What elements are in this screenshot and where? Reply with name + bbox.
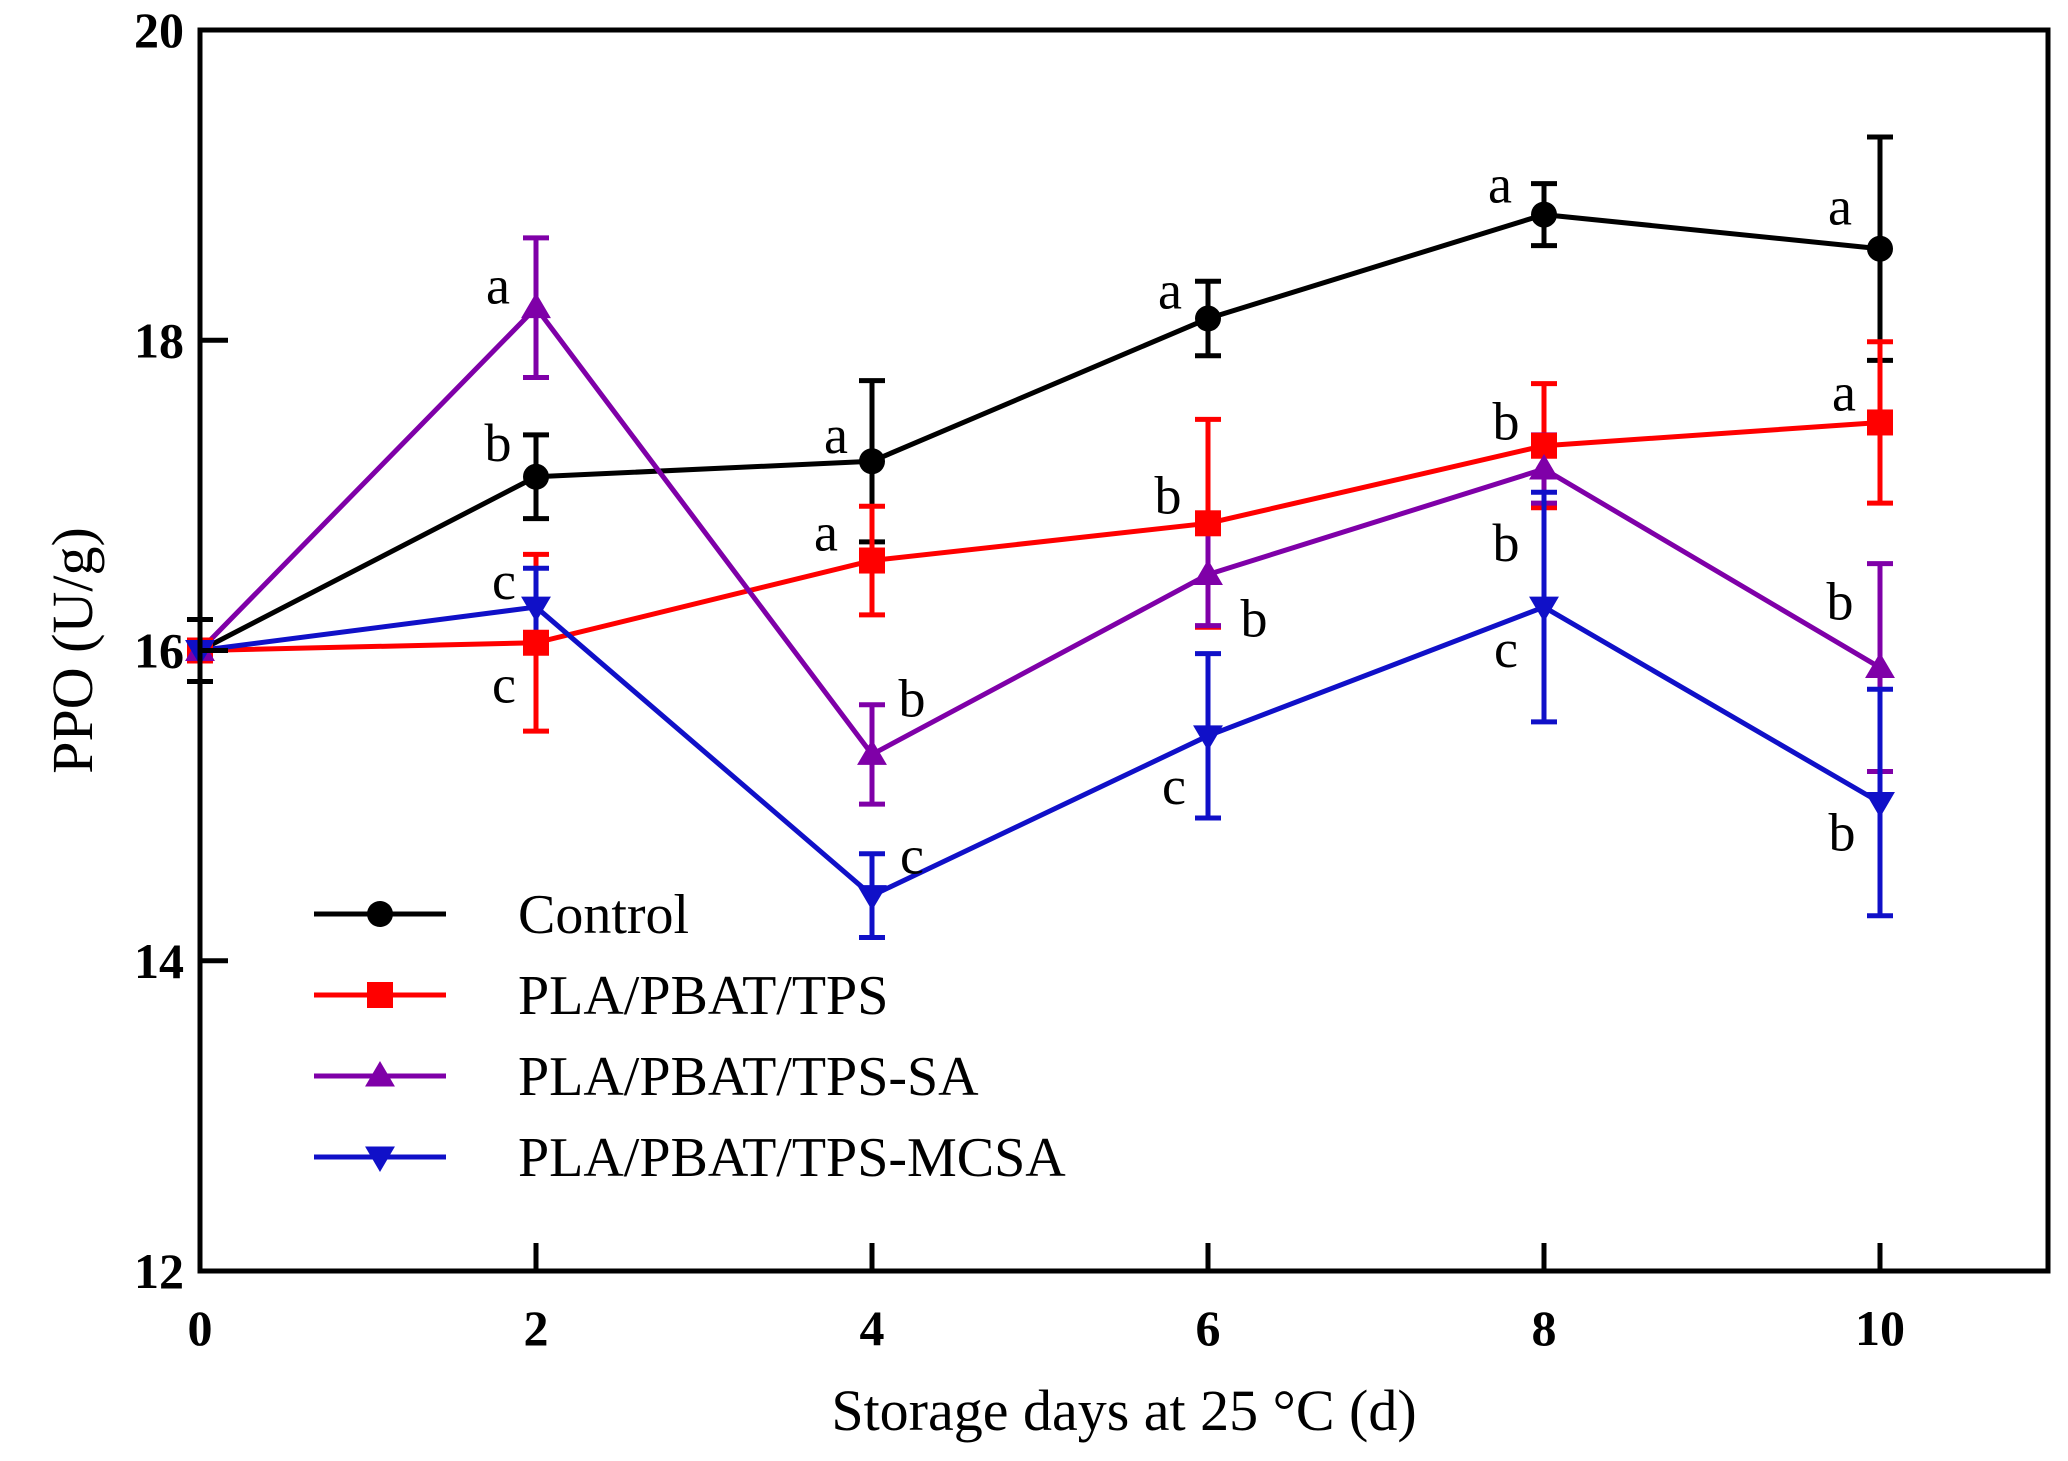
significance-label: b [1493,392,1520,452]
series-line-0 [198,212,1881,653]
data-point [1193,725,1223,751]
y-axis-title: PPO (U/g) [40,527,105,774]
data-point [1529,454,1559,480]
series-lines [198,212,1882,899]
significance-label: b [1829,803,1856,863]
legend-marker [365,1061,395,1087]
significance-label: c [1494,619,1518,679]
significance-label: b [1241,588,1268,648]
data-point [523,463,549,490]
significance-label: a [824,405,848,465]
significance-label: a [1158,261,1182,321]
data-point [1531,201,1557,228]
legend-marker [367,901,393,927]
legend-label: PLA/PBAT/TPS-SA [518,1046,979,1108]
legend-item: Control [314,884,689,946]
data-point [1193,559,1223,585]
series-line-1 [199,419,1881,653]
significance-label: a [1488,155,1512,215]
legend-label: PLA/PBAT/TPS-MCSA [518,1127,1066,1189]
significance-label: b [899,668,926,728]
data-point [857,739,887,765]
data-point [521,292,551,319]
data-point [1867,409,1893,436]
significance-label: c [900,826,924,886]
significance-label: b [485,413,512,473]
significance-label: b [1827,572,1854,632]
axes: 0 2 4 6 8 10 12 14 16 18 20 [134,2,1905,1356]
legend-item: PLA/PBAT/TPS-SA [314,1046,979,1108]
x-tick-label: 4 [860,1300,885,1356]
x-tick-label: 8 [1532,1300,1557,1356]
legend-marker [365,1146,395,1172]
y-tick-label: 12 [134,1243,184,1299]
data-point [1195,305,1221,332]
y-tick-label: 16 [134,623,184,679]
data-point [857,885,887,911]
x-tick-label: 10 [1855,1300,1905,1356]
series-line-3 [199,604,1882,899]
plot-area-frame [197,27,2051,1274]
legend-label: PLA/PBAT/TPS [518,965,888,1027]
data-point [523,629,549,656]
legend-item: PLA/PBAT/TPS-MCSA [314,1127,1066,1189]
legend-marker [367,982,393,1008]
data-point [859,448,885,475]
legend: Control PLA/PBAT/TPS PLA/PBAT/TPS-SA PLA/PB… [314,884,1066,1189]
significance-label: a [486,256,510,316]
series-line-2 [198,305,1882,757]
data-point [859,547,885,574]
legend-item: PLA/PBAT/TPS [314,965,888,1027]
data-point [521,596,551,623]
data-point [1195,510,1221,537]
data-point [1865,652,1895,679]
y-tick-label: 14 [134,933,184,989]
data-point [1867,235,1893,262]
y-tick-label: 20 [134,2,184,58]
x-axis-title: Storage days at 25 °C (d) [831,1378,1416,1443]
legend-label: Control [518,884,689,946]
x-tick-label: 0 [188,1300,213,1356]
data-point [1865,792,1895,818]
significance-label: a [1828,177,1852,237]
significance-label: b [1155,465,1182,525]
significance-label: c [492,655,516,715]
y-tick-label: 18 [134,312,184,368]
x-tick-label: 6 [1196,1300,1221,1356]
significance-label: b [1493,513,1520,573]
significance-label: c [492,551,516,611]
significance-label: a [1832,362,1856,422]
significance-label: c [1162,756,1186,816]
data-markers [185,201,1895,911]
data-point [1529,596,1559,623]
x-tick-label: 2 [524,1300,549,1356]
significance-label: a [814,503,838,563]
